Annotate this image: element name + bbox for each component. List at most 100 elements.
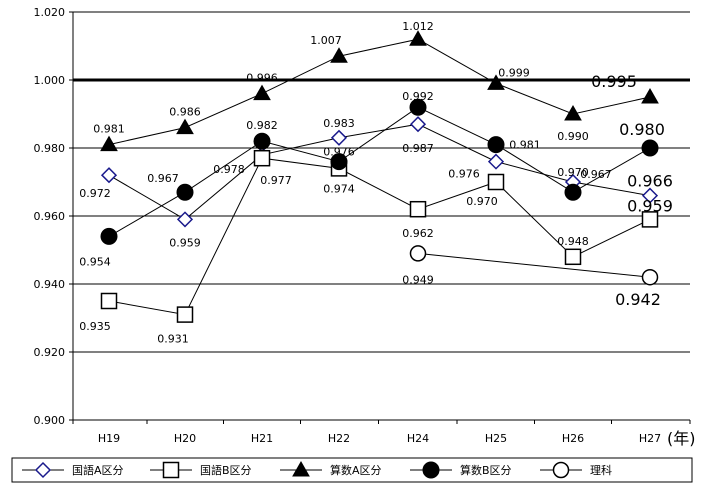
legend-label: 算数A区分 — [330, 463, 382, 477]
data-point — [100, 227, 118, 245]
data-label: 0.942 — [615, 290, 661, 309]
data-label: 0.983 — [323, 117, 355, 130]
data-label: 0.949 — [402, 273, 434, 286]
y-tick-label: 1.000 — [34, 74, 66, 87]
x-tick-label: H24 — [407, 432, 429, 445]
data-point — [641, 268, 659, 286]
data-label: 0.986 — [169, 106, 201, 119]
data-label: 0.967 — [580, 168, 612, 181]
data-label: 0.982 — [246, 119, 278, 132]
data-label: 0.996 — [246, 72, 278, 85]
series-line — [108, 38, 651, 146]
data-point — [176, 211, 194, 228]
y-tick-label: 1.020 — [34, 6, 66, 19]
data-point — [641, 211, 659, 228]
data-point — [487, 173, 505, 191]
series-line — [108, 106, 651, 237]
x-tick-label: H19 — [98, 432, 120, 445]
data-label: 0.935 — [79, 320, 111, 333]
legend-marker — [34, 461, 52, 479]
series-line — [417, 252, 651, 278]
data-label: 0.978 — [213, 163, 245, 176]
series-5: 0.949 0.942 — [402, 245, 661, 309]
data-label: 0.981 — [93, 123, 125, 136]
x-tick-label: H22 — [328, 432, 350, 445]
data-label: 0.995 — [591, 72, 637, 91]
data-label: 0.974 — [323, 182, 355, 195]
data-label: 0.972 — [79, 187, 111, 200]
data-label: 0.987 — [402, 142, 434, 155]
data-point — [409, 30, 427, 46]
data-label: 1.007 — [310, 34, 342, 47]
data-point — [564, 104, 582, 121]
legend-label: 理科 — [590, 463, 612, 477]
x-axis-unit: (年) — [667, 429, 696, 448]
legend-item: 算数A区分 — [280, 460, 382, 477]
data-point — [100, 135, 118, 152]
data-point — [409, 200, 427, 218]
series-line — [108, 123, 651, 221]
data-point — [253, 84, 271, 101]
data-point — [100, 167, 118, 184]
x-tick-label: H26 — [562, 432, 584, 445]
series-3: 0.981 0.986 0.996 1.007 1.012 0.999 0.990 0.995 — [93, 20, 659, 152]
data-label: 0.962 — [402, 227, 434, 240]
data-point — [253, 149, 271, 167]
legend-label: 算数B区分 — [460, 463, 512, 477]
data-label: 1.012 — [402, 20, 434, 33]
x-tick-label: H25 — [485, 432, 507, 445]
x-tick-label: H20 — [174, 432, 196, 445]
legend-item: 国語A区分 — [22, 461, 124, 479]
data-label: 0.959 — [169, 236, 201, 249]
legend-marker — [162, 461, 180, 479]
data-point — [409, 245, 427, 262]
series-4: 0.954 0.967 0.982 0.976 0.992 0.981 0.967 0.980 — [79, 90, 665, 268]
series-1: 0.972 0.959 0.978 0.983 0.987 0.976 0.970 0.966 — [79, 116, 673, 249]
data-label: 0.976 — [448, 168, 480, 181]
data-label: 0.999 — [498, 66, 530, 79]
data-label: 0.981 — [509, 139, 541, 152]
data-point — [176, 118, 194, 135]
legend-item: 算数B区分 — [410, 461, 512, 479]
data-point — [564, 183, 582, 201]
series-line — [108, 157, 651, 316]
data-point — [253, 132, 271, 150]
data-point — [330, 47, 348, 63]
data-point — [330, 153, 348, 171]
x-tick-label: H21 — [251, 432, 273, 445]
legend: 国語A区分 国語B区分 算数A区分 算数B区分 理科 — [11, 457, 693, 483]
data-point — [330, 129, 348, 146]
data-point — [641, 87, 659, 104]
data-point — [487, 74, 505, 90]
data-point — [409, 116, 427, 133]
data-label: 0.976 — [323, 146, 355, 159]
legend-marker — [552, 461, 570, 479]
data-label: 0.948 — [557, 235, 589, 248]
y-tick-label: 0.960 — [34, 210, 66, 223]
series-2: 0.935 0.931 0.977 0.974 0.962 0.970 0.948 0.959 — [79, 149, 673, 346]
x-tick-label: H27 — [639, 432, 661, 445]
y-tick-label: 0.900 — [34, 414, 66, 427]
data-label: 0.970 — [557, 166, 589, 179]
data-point — [641, 187, 659, 204]
data-label: 0.954 — [79, 255, 111, 268]
legend-marker — [292, 460, 310, 477]
y-tick-label: 0.980 — [34, 142, 66, 155]
data-label: 0.992 — [402, 90, 434, 103]
data-point — [641, 139, 659, 157]
data-label: 0.990 — [557, 130, 589, 143]
legend-item: 理科 — [540, 461, 612, 479]
legend-item: 国語B区分 — [150, 461, 252, 479]
data-label: 0.980 — [619, 120, 665, 139]
data-label: 0.967 — [147, 172, 179, 185]
data-point — [176, 183, 194, 201]
data-point — [176, 306, 194, 323]
legend-marker — [422, 461, 440, 479]
data-point — [100, 292, 118, 310]
data-point — [409, 98, 427, 116]
legend-label: 国語A区分 — [72, 463, 124, 477]
data-label: 0.931 — [157, 333, 189, 346]
data-point — [564, 248, 582, 266]
